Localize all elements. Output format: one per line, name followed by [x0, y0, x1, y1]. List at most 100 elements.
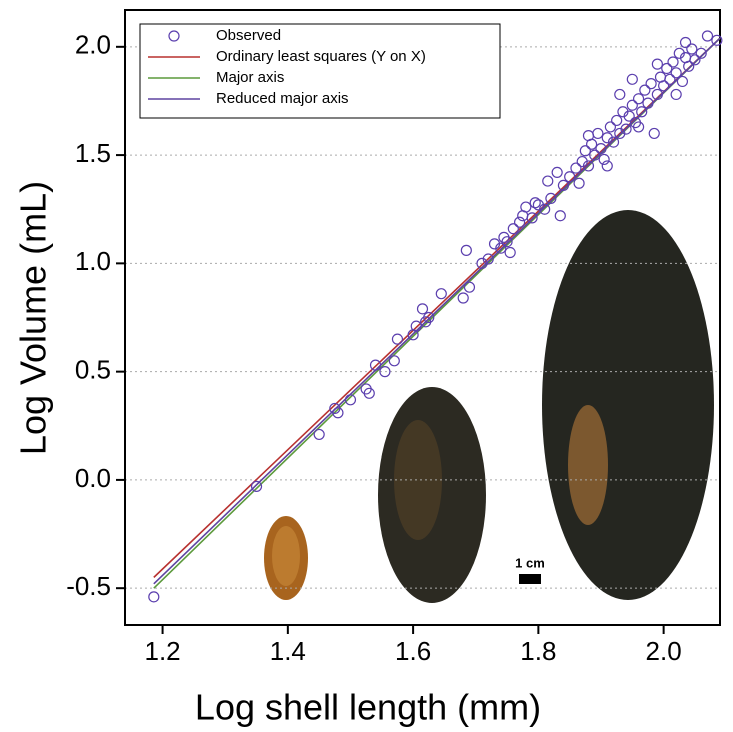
- y-axis-label: Log Volume (mL): [13, 181, 54, 455]
- data-point: [679, 36, 692, 49]
- large-shell: [542, 210, 714, 600]
- data-point: [611, 114, 623, 127]
- data-point: [545, 192, 557, 204]
- data-point: [507, 223, 519, 235]
- data-point: [623, 110, 635, 122]
- scale-label: 1 cm: [515, 555, 545, 570]
- legend: Observed Ordinary least squares (Y on X) M…: [139, 23, 501, 119]
- medium-shell-highlight: [394, 420, 442, 540]
- data-point: [391, 333, 404, 345]
- data-point: [701, 30, 714, 42]
- scale-bar: [519, 574, 541, 584]
- data-point: [520, 201, 532, 213]
- data-point: [416, 303, 429, 315]
- legend-label: Ordinary least squares (Y on X): [216, 48, 426, 65]
- data-point: [604, 121, 616, 133]
- data-point: [695, 47, 707, 59]
- plot-frame: [124, 9, 721, 626]
- data-point: [570, 162, 582, 174]
- legend-label: Major axis: [216, 69, 284, 86]
- data-point: [626, 99, 638, 111]
- x-tick-label: 2.0: [646, 636, 682, 666]
- x-axis-label: Log shell length (mm): [195, 687, 541, 728]
- data-point: [529, 197, 541, 209]
- data-point: [639, 84, 651, 96]
- data-point: [410, 320, 422, 332]
- data-point: [648, 127, 660, 140]
- data-point: [658, 80, 670, 92]
- y-tick-label: 1.5: [75, 138, 111, 168]
- data-point: [495, 242, 507, 254]
- data-point: [564, 171, 576, 183]
- data-point: [582, 129, 595, 142]
- data-point: [636, 106, 648, 118]
- data-point: [344, 394, 357, 406]
- data-point: [661, 62, 673, 75]
- data-point: [573, 177, 585, 189]
- data-point: [670, 88, 682, 101]
- data-point: [379, 366, 391, 378]
- x-tick-label: 1.8: [520, 636, 556, 666]
- y-tick-label: 0.5: [75, 355, 111, 385]
- data-point: [250, 480, 263, 493]
- data-point: [539, 203, 551, 215]
- data-point: [463, 281, 476, 293]
- data-point: [557, 179, 570, 192]
- legend-label: Reduced major axis: [216, 90, 349, 107]
- data-point: [457, 292, 469, 304]
- legend-box: [139, 23, 501, 119]
- data-point: [664, 73, 676, 85]
- large-shell-patch: [568, 405, 608, 525]
- data-point: [369, 359, 382, 371]
- data-point: [582, 160, 595, 172]
- y-tick-label: 0.0: [75, 463, 111, 493]
- y-tick-label: 1.0: [75, 246, 111, 276]
- y-tick-label: 2.0: [75, 30, 111, 60]
- data-point: [686, 43, 698, 55]
- data-point: [651, 58, 663, 70]
- data-point: [667, 56, 679, 68]
- data-point: [551, 166, 563, 179]
- x-tick-label: 1.2: [145, 636, 181, 666]
- data-point: [683, 60, 695, 72]
- data-point: [632, 121, 645, 133]
- y-tick-label: -0.5: [66, 571, 111, 601]
- data-point: [423, 311, 435, 324]
- data-point: [313, 428, 325, 441]
- data-point: [626, 73, 638, 85]
- data-point: [598, 153, 610, 166]
- fit-line: [153, 37, 721, 585]
- data-point: [645, 78, 657, 90]
- data-point: [642, 97, 654, 109]
- data-point: [513, 216, 526, 228]
- data-point: [689, 54, 701, 66]
- data-point: [579, 145, 591, 157]
- x-tick-label: 1.6: [395, 636, 431, 666]
- data-point: [526, 212, 538, 224]
- data-point: [592, 127, 604, 140]
- legend-swatch: [168, 30, 180, 42]
- data-point: [504, 246, 516, 259]
- legend-label: Observed: [216, 27, 281, 44]
- data-point: [460, 244, 472, 256]
- data-point: [651, 88, 663, 101]
- data-point: [632, 93, 645, 105]
- data-point: [501, 236, 513, 248]
- shell-photos: 1 cm: [264, 210, 714, 603]
- small-shell-highlight: [272, 526, 300, 586]
- data-point: [589, 149, 601, 161]
- data-point: [614, 88, 626, 101]
- data-point: [363, 387, 375, 399]
- data-point: [482, 253, 494, 265]
- data-point: [554, 210, 566, 222]
- data-point: [670, 67, 682, 79]
- data-point: [620, 123, 632, 135]
- data-point: [676, 75, 689, 88]
- data-point: [388, 355, 400, 367]
- data-point: [711, 34, 723, 46]
- data-point: [148, 591, 160, 603]
- x-tick-label: 1.4: [270, 636, 306, 666]
- data-point: [435, 288, 447, 300]
- data-point: [332, 407, 344, 419]
